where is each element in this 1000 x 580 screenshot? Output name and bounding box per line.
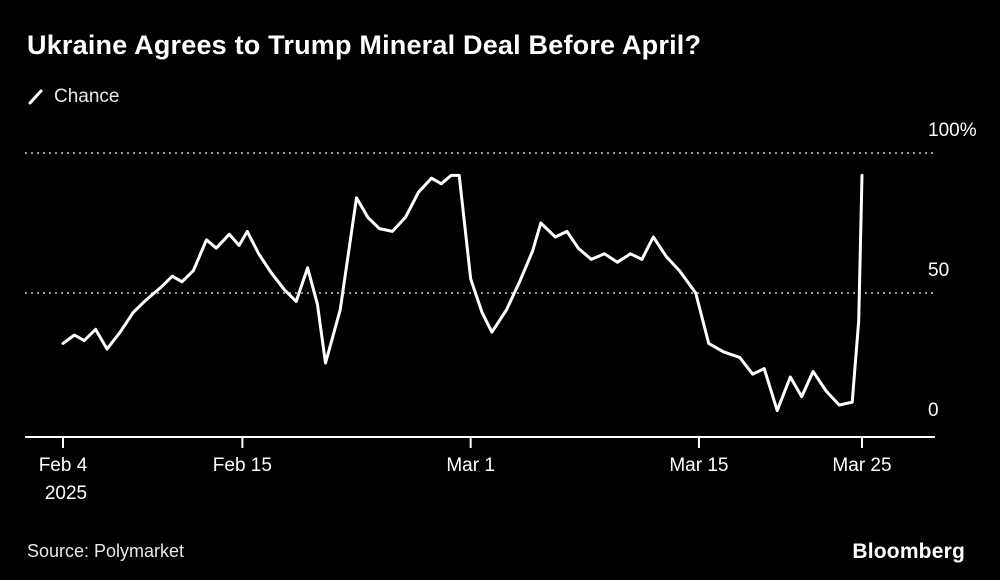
chance-line-series bbox=[61, 173, 864, 413]
source-label: Source: Polymarket bbox=[27, 541, 185, 561]
legend-line-icon bbox=[27, 88, 45, 106]
y-tick-label: 50 bbox=[928, 260, 949, 281]
line-chart: 100% 50 0 Feb 4 2025 Feb 15 Mar 1 Mar 15 Mar 25 bbox=[25, 120, 977, 504]
x-tick-label: Feb 15 bbox=[213, 455, 272, 476]
y-tick-label: 0 bbox=[928, 400, 939, 421]
x-tick-label: Mar 1 bbox=[446, 455, 495, 476]
x-tick-label: Mar 15 bbox=[669, 455, 728, 476]
x-tick-sublabel: 2025 bbox=[45, 483, 87, 504]
bloomberg-logo: Bloomberg bbox=[852, 540, 965, 563]
legend: Chance bbox=[27, 86, 120, 108]
x-tick-label: Mar 25 bbox=[832, 455, 891, 476]
legend-label: Chance bbox=[54, 86, 120, 107]
x-tick-label: Feb 4 bbox=[39, 455, 88, 476]
chart-title: Ukraine Agrees to Trump Mineral Deal Bef… bbox=[27, 30, 702, 60]
y-tick-label: 100% bbox=[928, 120, 977, 141]
